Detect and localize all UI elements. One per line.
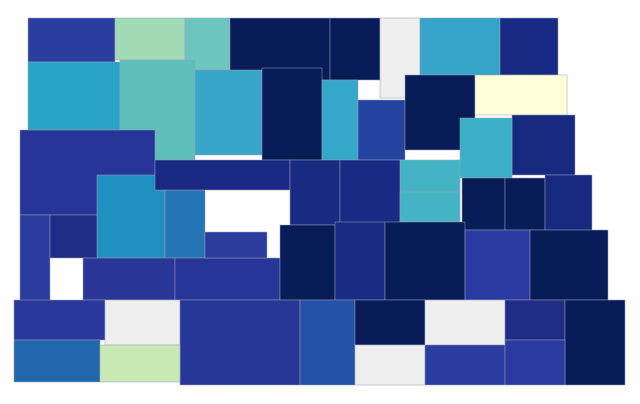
county bbox=[339, 159, 401, 226]
county bbox=[529, 229, 609, 301]
county bbox=[13, 339, 101, 383]
county bbox=[99, 344, 181, 383]
county bbox=[82, 257, 176, 301]
county bbox=[499, 17, 559, 76]
county bbox=[504, 177, 546, 231]
county bbox=[49, 214, 98, 259]
county bbox=[299, 299, 356, 386]
county bbox=[544, 174, 593, 231]
county bbox=[104, 299, 181, 346]
county bbox=[154, 159, 291, 191]
county bbox=[461, 177, 506, 231]
county bbox=[357, 99, 406, 161]
county bbox=[354, 344, 426, 386]
county bbox=[96, 174, 166, 259]
county bbox=[424, 344, 506, 386]
county bbox=[279, 224, 336, 301]
county bbox=[19, 214, 51, 306]
county bbox=[179, 299, 301, 386]
county bbox=[384, 221, 466, 301]
county bbox=[564, 299, 626, 386]
county bbox=[261, 67, 323, 161]
county bbox=[504, 339, 566, 386]
county bbox=[321, 79, 359, 161]
county bbox=[164, 189, 206, 259]
county bbox=[464, 229, 531, 301]
county bbox=[504, 299, 566, 341]
county bbox=[174, 257, 281, 301]
county bbox=[459, 117, 513, 179]
county bbox=[334, 221, 386, 301]
county bbox=[474, 74, 568, 116]
county bbox=[511, 114, 576, 176]
county bbox=[419, 17, 501, 76]
county bbox=[289, 159, 341, 226]
county bbox=[424, 299, 506, 346]
county bbox=[13, 299, 106, 341]
county bbox=[354, 299, 426, 346]
county bbox=[114, 17, 186, 61]
county bbox=[329, 17, 381, 81]
county bbox=[27, 17, 116, 63]
county bbox=[27, 61, 121, 131]
county bbox=[399, 159, 461, 193]
county bbox=[399, 191, 461, 223]
county bbox=[194, 69, 263, 156]
county bbox=[204, 231, 268, 259]
